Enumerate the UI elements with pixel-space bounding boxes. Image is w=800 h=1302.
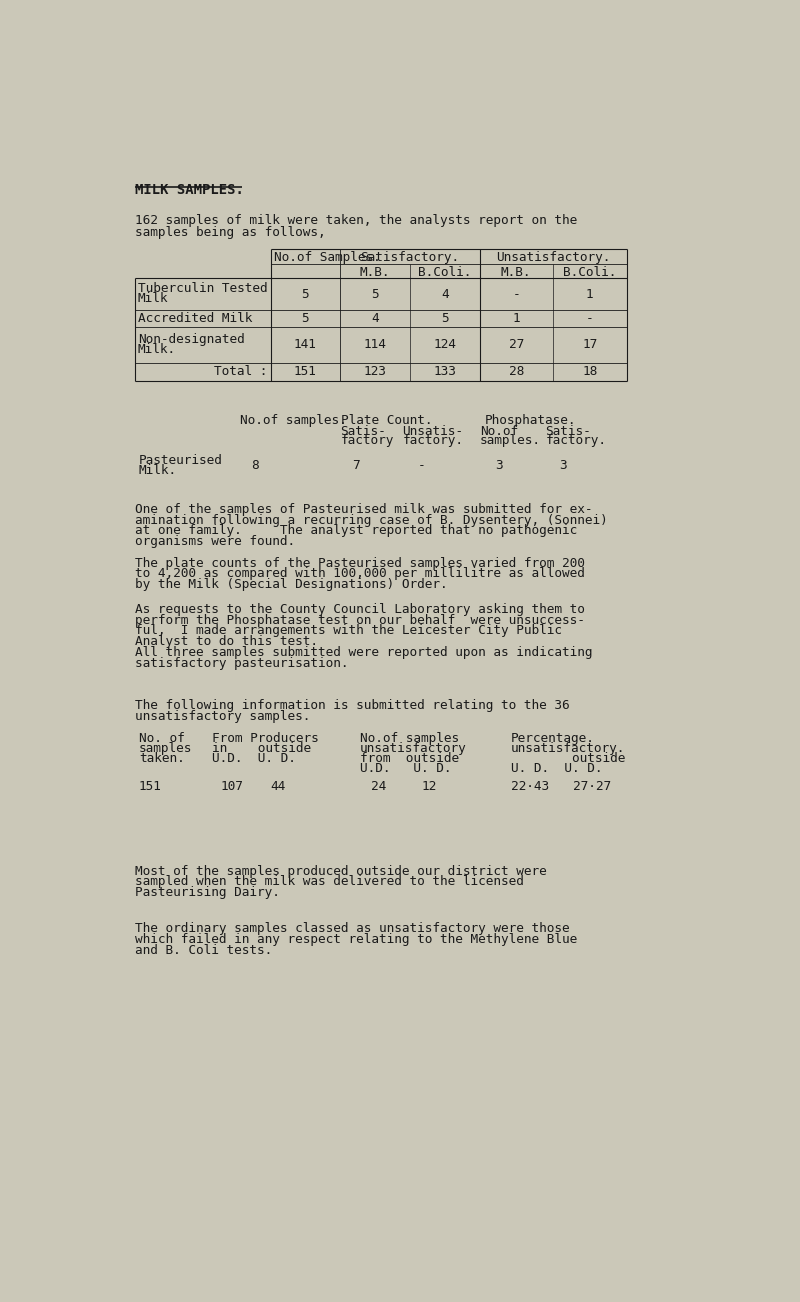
Text: One of the samples of Pasteurised milk was submitted for ex-: One of the samples of Pasteurised milk w… <box>135 503 592 516</box>
Text: sampled when the milk was delivered to the licensed: sampled when the milk was delivered to t… <box>135 875 524 888</box>
Text: -: - <box>512 288 520 301</box>
Text: Pasteurising Dairy.: Pasteurising Dairy. <box>135 887 280 900</box>
Text: unsatisfactory: unsatisfactory <box>360 742 466 755</box>
Text: 5: 5 <box>302 312 309 326</box>
Text: at one family.     The analyst reported that no pathogenic: at one family. The analyst reported that… <box>135 525 577 538</box>
Text: MILK SAMPLES.: MILK SAMPLES. <box>135 184 244 197</box>
Text: 5: 5 <box>371 288 379 301</box>
Text: M.B.: M.B. <box>501 267 531 280</box>
Text: amination following a recurring case of B. Dysentery, (Sonnei): amination following a recurring case of … <box>135 513 608 526</box>
Text: Accredited Milk: Accredited Milk <box>138 312 252 326</box>
Text: Percentage.: Percentage. <box>510 732 594 745</box>
Text: samples.: samples. <box>480 434 541 447</box>
Text: Satis-: Satis- <box>546 424 591 437</box>
Text: to 4,200 as compared with 100,000 per millilitre as allowed: to 4,200 as compared with 100,000 per mi… <box>135 568 585 581</box>
Text: 12: 12 <box>422 780 437 793</box>
Text: 18: 18 <box>582 366 598 379</box>
Text: U.D.   U. D.: U.D. U. D. <box>360 762 451 775</box>
Text: 3: 3 <box>495 458 503 471</box>
Text: From Producers: From Producers <box>212 732 319 745</box>
Text: Satisfactory.: Satisfactory. <box>361 251 459 264</box>
Text: -: - <box>586 312 594 326</box>
Text: Tuberculin Tested: Tuberculin Tested <box>138 283 267 296</box>
Text: The following information is submitted relating to the 36: The following information is submitted r… <box>135 699 570 712</box>
Text: satisfactory pasteurisation.: satisfactory pasteurisation. <box>135 656 348 669</box>
Text: 27·27: 27·27 <box>573 780 611 793</box>
Text: unsatisfactory samples.: unsatisfactory samples. <box>135 710 310 723</box>
Text: Pasteurised: Pasteurised <box>138 454 222 467</box>
Text: 7: 7 <box>352 458 359 471</box>
Text: 123: 123 <box>364 366 386 379</box>
Text: No.of: No.of <box>480 424 518 437</box>
Text: Total :: Total : <box>214 366 267 379</box>
Text: 17: 17 <box>582 339 598 352</box>
Text: No.of samples.: No.of samples. <box>239 414 346 427</box>
Text: No.of Samples.: No.of Samples. <box>274 251 380 264</box>
Text: factory.: factory. <box>546 434 606 447</box>
Text: taken.: taken. <box>138 753 185 766</box>
Text: samples: samples <box>138 742 192 755</box>
Text: 8: 8 <box>251 458 259 471</box>
Text: -: - <box>418 458 426 471</box>
Text: factory.: factory. <box>402 434 463 447</box>
Text: Milk.: Milk. <box>138 465 177 478</box>
Text: The plate counts of the Pasteurised samples varied from 200: The plate counts of the Pasteurised samp… <box>135 557 585 570</box>
Text: 1: 1 <box>512 312 520 326</box>
Text: Most of the samples produced outside our district were: Most of the samples produced outside our… <box>135 865 546 878</box>
Text: and B. Coli tests.: and B. Coli tests. <box>135 944 272 957</box>
Text: As requests to the County Council Laboratory asking them to: As requests to the County Council Labora… <box>135 603 585 616</box>
Text: outside: outside <box>510 753 625 766</box>
Text: 133: 133 <box>434 366 456 379</box>
Text: by the Milk (Special Designations) Order.: by the Milk (Special Designations) Order… <box>135 578 447 591</box>
Text: The ordinary samples classed as unsatisfactory were those: The ordinary samples classed as unsatisf… <box>135 922 570 935</box>
Text: 44: 44 <box>270 780 286 793</box>
Text: samples being as follows,: samples being as follows, <box>135 225 326 238</box>
Text: U.D.  U. D.: U.D. U. D. <box>212 753 296 766</box>
Text: Milk.: Milk. <box>138 342 176 355</box>
Text: Analyst to do this test.: Analyst to do this test. <box>135 635 318 648</box>
Text: Plate Count.: Plate Count. <box>341 414 433 427</box>
Text: 124: 124 <box>434 339 456 352</box>
Text: 151: 151 <box>138 780 162 793</box>
Text: 4: 4 <box>371 312 379 326</box>
Text: 28: 28 <box>509 366 524 379</box>
Text: 5: 5 <box>302 288 309 301</box>
Text: 4: 4 <box>441 288 449 301</box>
Text: ful,  I made arrangements with the Leicester City Public: ful, I made arrangements with the Leices… <box>135 625 562 638</box>
Text: Satis-: Satis- <box>340 424 386 437</box>
Text: which failed in any respect relating to the Methylene Blue: which failed in any respect relating to … <box>135 934 577 947</box>
Text: Phosphatase.: Phosphatase. <box>484 414 576 427</box>
Text: in    outside: in outside <box>212 742 311 755</box>
Text: 3: 3 <box>560 458 567 471</box>
Text: organisms were found.: organisms were found. <box>135 535 295 548</box>
Text: 5: 5 <box>441 312 449 326</box>
Text: factory: factory <box>340 434 394 447</box>
Text: 27: 27 <box>509 339 524 352</box>
Text: No.of samples: No.of samples <box>360 732 458 745</box>
Text: Unsatis-: Unsatis- <box>402 424 463 437</box>
Text: 107: 107 <box>220 780 243 793</box>
Text: 141: 141 <box>294 339 317 352</box>
Text: Milk: Milk <box>138 292 169 305</box>
Text: 151: 151 <box>294 366 317 379</box>
Text: 22·43: 22·43 <box>510 780 549 793</box>
Text: All three samples submitted were reported upon as indicating: All three samples submitted were reporte… <box>135 646 592 659</box>
Text: Non-designated: Non-designated <box>138 333 245 346</box>
Text: unsatisfactory.: unsatisfactory. <box>510 742 625 755</box>
Text: perform the Phosphatase test on our behalf  were unsuccess-: perform the Phosphatase test on our beha… <box>135 613 585 626</box>
Text: from  outside: from outside <box>360 753 458 766</box>
Text: M.B.: M.B. <box>360 267 390 280</box>
Text: 114: 114 <box>364 339 386 352</box>
Text: U. D.  U. D.: U. D. U. D. <box>510 762 602 775</box>
Text: B.Coli.: B.Coli. <box>563 267 617 280</box>
Text: 1: 1 <box>586 288 594 301</box>
Text: No. of: No. of <box>138 732 185 745</box>
Text: B.Coli.: B.Coli. <box>418 267 471 280</box>
Text: 162 samples of milk were taken, the analysts report on the: 162 samples of milk were taken, the anal… <box>135 214 577 227</box>
Text: 24: 24 <box>371 780 386 793</box>
Text: Unsatisfactory.: Unsatisfactory. <box>496 251 610 264</box>
